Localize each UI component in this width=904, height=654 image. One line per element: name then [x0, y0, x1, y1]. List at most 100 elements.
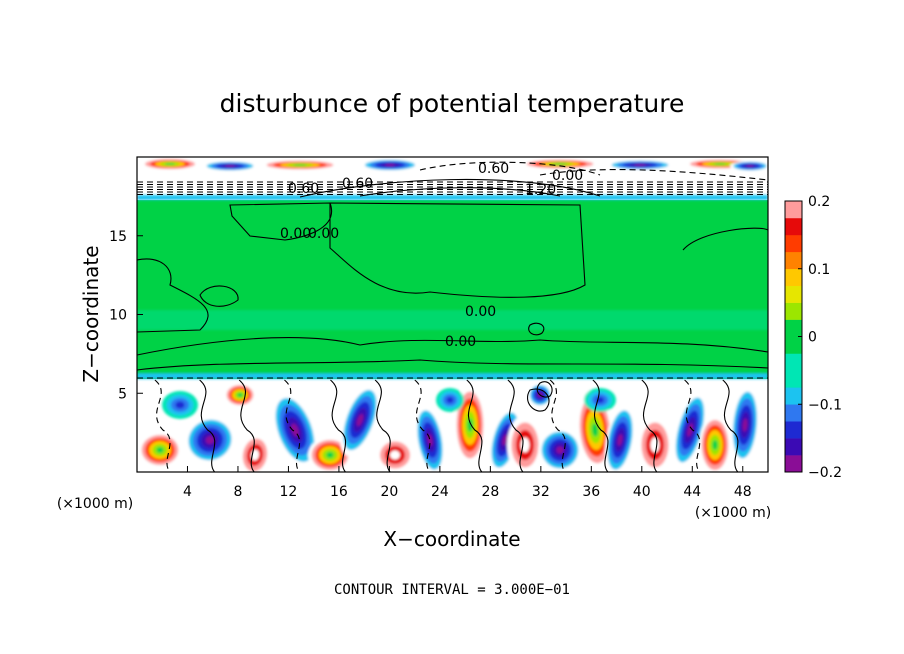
contour-label: 0.00: [308, 226, 339, 242]
contour-line: [229, 202, 586, 298]
colorbar-segment: [785, 404, 802, 422]
bl-top-band: [137, 373, 768, 379]
contour-labels: 0.60 0.600.000.601.200.000.000.000.00: [280, 161, 583, 350]
colorbar-segment: [785, 268, 802, 286]
contour-line: [299, 178, 601, 198]
colorbar-segment: [785, 201, 802, 219]
contour-line: [549, 379, 566, 472]
colorbar-segment: [785, 251, 802, 270]
contour-lines: [137, 161, 768, 472]
field-blob: [165, 163, 175, 165]
x-tick-label: 44: [683, 484, 701, 500]
colorbar-segment: [785, 336, 802, 354]
x-tick-label: 24: [431, 484, 449, 500]
colorbar-segment: [785, 353, 802, 371]
x-tick-label: 36: [582, 484, 600, 500]
z-unit-label: (×1000 m): [57, 496, 133, 512]
contour-label: 0.00: [552, 168, 583, 184]
contour-line: [199, 285, 239, 307]
colorbar-tick-label: 0: [808, 330, 817, 346]
field-blob: [553, 163, 567, 165]
contour-line: [154, 379, 171, 472]
contour-line: [527, 388, 550, 412]
colorbar-segment: [785, 302, 802, 320]
contour-label: 0.00: [280, 226, 311, 242]
x-tick-label: 48: [734, 484, 752, 500]
x-tick-label: 28: [481, 484, 499, 500]
field-blob: [446, 397, 454, 403]
field-blob: [746, 165, 754, 167]
field-blob: [156, 447, 164, 453]
x-axis: 4 8 12 16 20 24 28 32 36 40 44 48: [183, 466, 752, 500]
y-tick-label: 15: [109, 229, 127, 245]
field-blob: [225, 165, 235, 167]
colorbar-tick-label: −0.1: [808, 397, 842, 413]
contour-line: [199, 379, 216, 472]
field-blob: [291, 423, 299, 437]
field-blob: [591, 423, 599, 437]
contour-line: [722, 379, 739, 472]
contour-line: [528, 322, 545, 336]
field-blob: [175, 401, 185, 409]
field-blob: [714, 163, 726, 165]
contour-line: [641, 379, 658, 472]
field-blob: [687, 423, 693, 437]
colorbar-segment: [785, 217, 802, 236]
field-blob: [385, 164, 395, 166]
contour-line: [137, 359, 768, 371]
contour-label: 0.60: [342, 176, 373, 192]
contour-line: [592, 379, 609, 472]
field-blob: [356, 413, 364, 427]
y-axis: 5 10 15: [109, 229, 143, 402]
colorbar-segment: [785, 319, 802, 337]
field-blob: [634, 164, 646, 166]
field-blob: [650, 437, 660, 453]
contour-line: [359, 187, 561, 197]
x-tick-label: 32: [532, 484, 550, 500]
x-unit-label: (×1000 m): [695, 505, 771, 521]
mid-band: [137, 310, 768, 330]
x-axis-label: X−coordinate: [383, 527, 520, 551]
field-blob: [502, 434, 508, 446]
contour-line: [330, 379, 347, 472]
colorbar-segment: [785, 438, 802, 456]
contour-label: 0.00: [445, 334, 476, 350]
contour-line: [682, 227, 768, 251]
contour-line: [137, 337, 768, 356]
field-blob: [326, 452, 334, 458]
x-tick-label: 20: [380, 484, 398, 500]
field-blob: [617, 434, 623, 446]
tropopause-band: [137, 195, 768, 200]
field-blob: [742, 418, 748, 432]
chart-title: disturbunce of potential temperature: [220, 89, 685, 118]
x-tick-label: 12: [280, 484, 298, 500]
y-tick-label: 5: [118, 386, 127, 402]
contour-line: [414, 379, 431, 472]
field-blob: [205, 435, 215, 445]
colorbar-segment: [785, 421, 802, 439]
colorbar-tick-label: −0.2: [808, 465, 842, 481]
contour-line: [539, 169, 768, 181]
field-blob: [467, 418, 473, 432]
field-blob: [390, 450, 400, 460]
colorbar-segment: [785, 285, 802, 303]
field-blob: [293, 164, 307, 166]
contour-label: 1.20: [525, 182, 556, 198]
colorbar-ticks: 0.2 0.1 0 −0.1 −0.2: [798, 194, 842, 481]
contour-label: 0.00: [465, 304, 496, 320]
field-blob: [237, 393, 243, 397]
contour-line: [507, 379, 524, 472]
contour-interval-footer: CONTOUR INTERVAL = 3.000E−01: [334, 582, 570, 598]
contour-line: [137, 258, 209, 333]
contour-label: 0.60: [478, 161, 509, 177]
contour-line: [374, 379, 391, 472]
colorbar-segment: [785, 455, 802, 473]
contour-line: [284, 379, 301, 472]
y-tick-label: 10: [109, 308, 127, 324]
colorbar-tick-label: 0.1: [808, 262, 830, 278]
x-tick-label: 8: [233, 484, 242, 500]
plot-area: 0.60 0.600.000.601.200.000.000.000.00: [137, 157, 768, 472]
colorbar-segment: [785, 234, 802, 253]
y-axis-label: Z−coordinate: [79, 245, 103, 382]
